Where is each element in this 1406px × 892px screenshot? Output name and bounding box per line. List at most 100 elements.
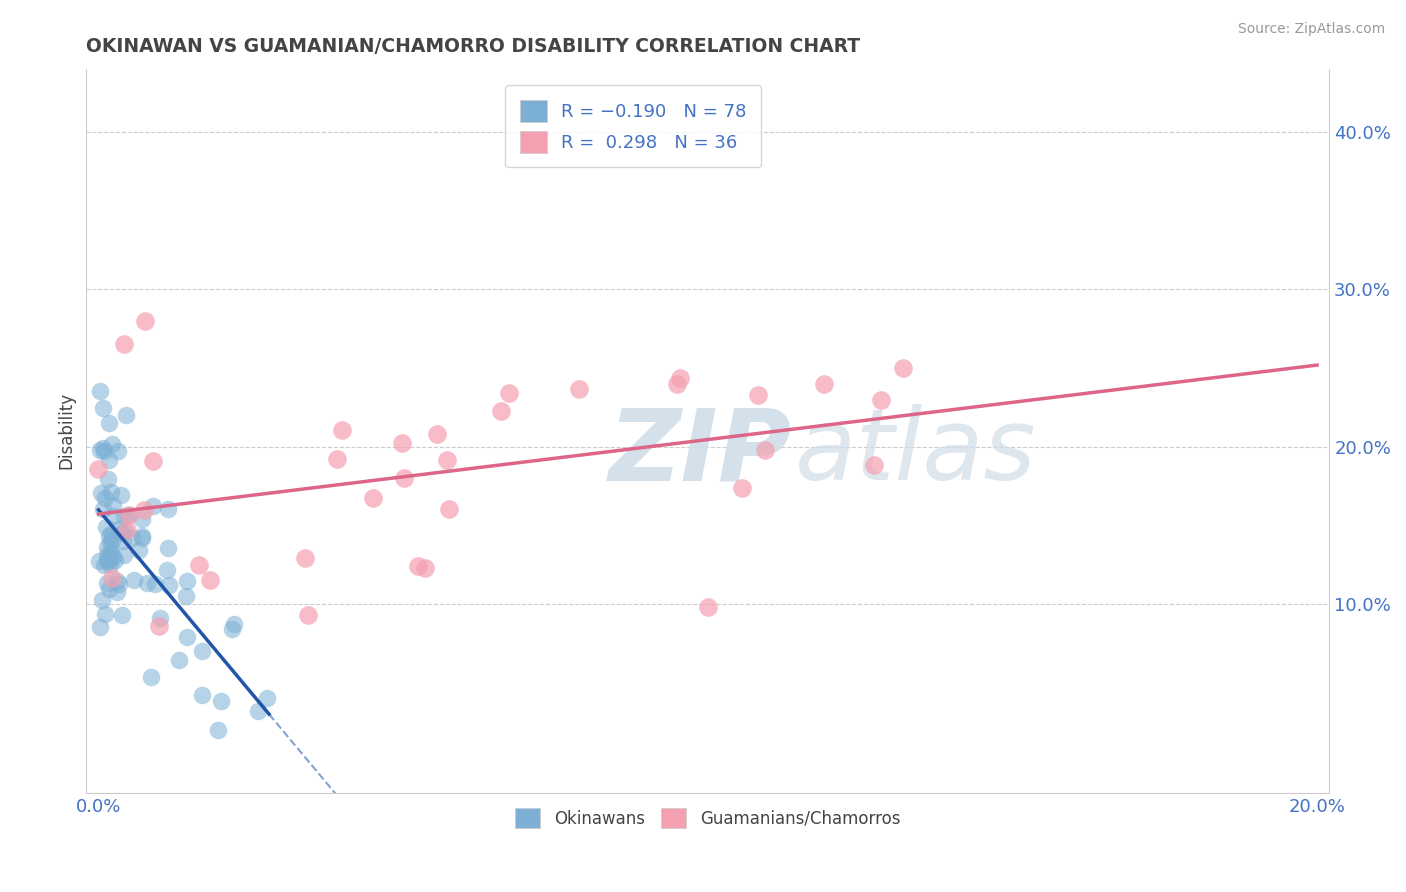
Point	[100, 571, 122, 585]
Point	[98, 558, 121, 572]
Point	[114, 524, 136, 538]
Point	[121, 531, 143, 545]
Point	[111, 525, 134, 540]
Point	[696, 600, 718, 615]
Point	[191, 644, 214, 658]
Point	[100, 544, 122, 558]
Point	[98, 452, 121, 467]
Point	[209, 694, 232, 708]
Point	[157, 502, 180, 516]
Point	[294, 551, 316, 566]
Point	[97, 529, 120, 543]
Text: OKINAWAN VS GUAMANIAN/CHAMORRO DISABILITY CORRELATION CHART: OKINAWAN VS GUAMANIAN/CHAMORRO DISABILIT…	[86, 37, 860, 56]
Point	[122, 574, 145, 588]
Point	[93, 558, 115, 572]
Point	[669, 370, 692, 384]
Point	[156, 541, 179, 555]
Point	[391, 436, 413, 450]
Point	[132, 503, 155, 517]
Point	[112, 337, 135, 351]
Point	[142, 500, 165, 514]
Point	[97, 472, 120, 486]
Point	[89, 384, 111, 399]
Point	[188, 558, 211, 573]
Point	[87, 554, 110, 568]
Point	[93, 443, 115, 458]
Point	[91, 442, 114, 456]
Point	[361, 491, 384, 505]
Point	[91, 592, 114, 607]
Point	[97, 551, 120, 566]
Point	[148, 618, 170, 632]
Point	[103, 508, 125, 523]
Point	[131, 512, 153, 526]
Point	[870, 392, 893, 407]
Text: atlas: atlas	[794, 404, 1036, 501]
Point	[107, 444, 129, 458]
Point	[101, 549, 124, 564]
Point	[105, 584, 128, 599]
Point	[436, 453, 458, 467]
Point	[131, 529, 153, 543]
Point	[115, 408, 138, 422]
Point	[131, 531, 153, 545]
Point	[174, 589, 197, 603]
Point	[224, 616, 246, 631]
Point	[149, 611, 172, 625]
Point	[167, 653, 190, 667]
Point	[101, 498, 124, 512]
Point	[568, 382, 591, 396]
Point	[93, 491, 115, 505]
Point	[96, 554, 118, 568]
Point	[98, 547, 121, 561]
Point	[100, 484, 122, 499]
Point	[136, 576, 159, 591]
Point	[326, 452, 349, 467]
Point	[115, 523, 138, 537]
Point	[101, 437, 124, 451]
Point	[118, 508, 141, 522]
Point	[87, 462, 110, 476]
Point	[111, 607, 134, 622]
Point	[176, 630, 198, 644]
Point	[97, 554, 120, 568]
Point	[754, 442, 776, 457]
Point	[156, 563, 179, 577]
Point	[408, 559, 430, 574]
Point	[891, 360, 914, 375]
Point	[96, 540, 118, 554]
Point	[176, 574, 198, 588]
Point	[89, 620, 111, 634]
Point	[498, 386, 520, 401]
Text: ZIP: ZIP	[609, 404, 792, 501]
Point	[157, 577, 180, 591]
Point	[96, 520, 118, 534]
Point	[96, 548, 118, 562]
Point	[392, 470, 415, 484]
Point	[731, 481, 754, 495]
Point	[491, 403, 513, 417]
Point	[413, 561, 436, 575]
Point	[98, 582, 121, 596]
Point	[141, 670, 163, 684]
Point	[143, 576, 166, 591]
Point	[426, 427, 449, 442]
Point	[104, 553, 127, 567]
Legend: Okinawans, Guamanians/Chamorros: Okinawans, Guamanians/Chamorros	[509, 801, 907, 835]
Y-axis label: Disability: Disability	[58, 392, 75, 469]
Point	[108, 522, 131, 536]
Point	[91, 401, 114, 415]
Point	[256, 691, 278, 706]
Point	[105, 574, 128, 588]
Point	[863, 458, 886, 473]
Point	[94, 607, 117, 621]
Point	[91, 502, 114, 516]
Point	[439, 501, 461, 516]
Point	[112, 533, 135, 548]
Point	[112, 549, 135, 563]
Point	[207, 723, 229, 737]
Point	[96, 576, 118, 591]
Text: Source: ZipAtlas.com: Source: ZipAtlas.com	[1237, 22, 1385, 37]
Point	[100, 526, 122, 541]
Point	[666, 376, 689, 391]
